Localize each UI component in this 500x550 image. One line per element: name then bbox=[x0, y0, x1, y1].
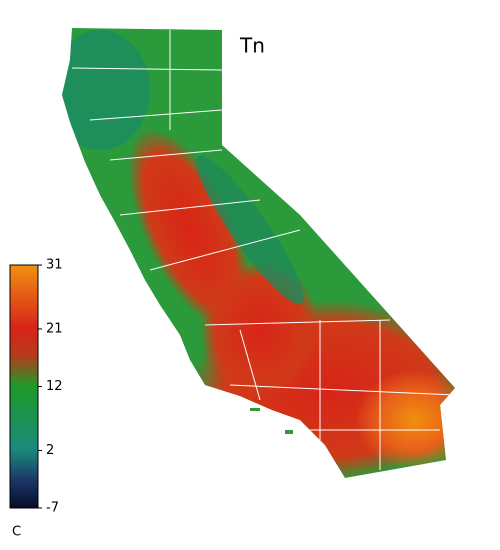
island bbox=[250, 408, 260, 411]
colorbar bbox=[9, 264, 39, 509]
colorbar-unit: C bbox=[12, 525, 21, 540]
colorbar-tick-label: 31 bbox=[46, 258, 63, 273]
colorbar-tick-label: 21 bbox=[46, 321, 63, 336]
map-title: Tn bbox=[239, 34, 265, 58]
colorbar-tick-label: 12 bbox=[46, 379, 63, 394]
colorbar-tick-label: 2 bbox=[46, 443, 54, 458]
colorbar-tick-label: -7 bbox=[46, 501, 59, 516]
island bbox=[285, 430, 293, 434]
